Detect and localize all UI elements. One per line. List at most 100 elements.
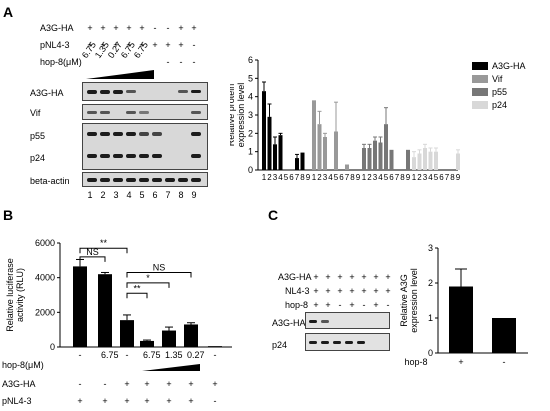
x-tick-label: 1 [262,173,267,182]
b-hop8-value: - [125,350,129,360]
significance-bracket [126,292,148,299]
b-hop8-value: - [78,350,82,360]
a3g-sign: + [87,23,93,33]
significance-label: NS [86,247,99,257]
bar [184,324,198,347]
x-tick-label: - [503,357,506,367]
bar [412,157,416,170]
c-a3g-sign: + [325,272,331,282]
x-tick-label: 6 [389,173,394,182]
x-tick-label: 1 [312,173,317,182]
bar [384,124,388,170]
lane-number: 2 [100,190,106,200]
row-label-hop8: hop-8(μM) [40,57,82,67]
bar [449,286,473,353]
pnl-sign: + [100,40,106,50]
x-tick-label: 4 [378,173,383,182]
legend-label: Vif [492,74,503,84]
pnl-sign: + [139,40,145,50]
y-tick-label: 5 [248,73,253,83]
y-tick-label: 2000 [35,307,55,317]
bar [423,148,427,170]
c-a3g-sign: + [337,272,343,282]
y-tick-label: 6000 [35,238,55,248]
blot-label-beta-actin: beta-actin [30,176,70,186]
b-pnl-sign: + [102,396,108,406]
x-tick-label: 2 [267,173,272,182]
bar [378,142,383,170]
c-row-label-a3g: A3G-HA [278,272,312,282]
blot-strip-a3g [82,82,208,101]
y-tick-label: 3 [428,243,433,253]
b-pnl-sign: + [144,396,150,406]
x-tick-label: 7 [295,173,300,182]
lane-number: 4 [126,190,132,200]
x-tick-label: 4 [428,173,433,182]
b-a3g-sign: - [103,379,107,389]
x-tick-label: 5 [434,173,439,182]
x-tick-label: + [458,357,463,367]
b-pnl-sign: + [77,396,83,406]
y-tick-label: 0 [248,165,253,175]
panel-letter-a: A [3,4,14,20]
x-tick-label: 8 [400,173,405,182]
c-blot-strip-a3g [305,312,390,329]
b-a3g-sign: + [212,379,218,389]
b-pnl-sign: + [124,396,130,406]
y-tick-label: 3 [248,110,253,120]
b-a3g-sign: + [188,379,194,389]
legend-label: A3G-HA [492,61,526,71]
bar [345,164,349,170]
x-tick-label: 5 [284,173,289,182]
blot-label-p24: p24 [30,153,46,163]
y-tick-label: 2 [248,128,253,138]
chart-b-luciferase: 0 2000 4000 6000 Relative luciferaseactivity… [5,238,232,352]
dose-minus: - [166,57,170,67]
bar [278,135,283,170]
b-pnl-sign: - [213,396,217,406]
x-tick-label: 4 [328,173,333,182]
b-hop8-value: - [213,350,217,360]
c-hop8-sign: - [386,300,390,310]
x-tick-label: 7 [445,173,450,182]
x-tick-label: 1 [362,173,367,182]
a3g-sign: + [126,23,132,33]
bar [208,346,222,348]
legend-label: p55 [492,87,507,97]
pnl-sign: + [113,40,119,50]
significance-label: ** [133,283,141,293]
y-tick-label: 4000 [35,273,55,283]
x-tick-label: 7 [395,173,400,182]
x-tick-label: 5 [334,173,339,182]
c-row-label-hop8: hop-8 [285,300,309,310]
c-hop8-sign: - [362,300,366,310]
x-tick-label: 6 [339,173,344,182]
legend-swatch [472,75,488,83]
c-nl43-sign: + [337,286,343,296]
chart-c-a3g-expression: 0 1 2 3 Relative A3Gexpression level + - hop-8 [400,243,528,367]
a3g-sign: - [166,23,170,33]
c-blot-strip-p24 [305,333,390,351]
c-nl43-sign: + [373,286,379,296]
c-a3g-sign: + [313,272,319,282]
bar [334,131,338,170]
x-tick-label: 6 [289,173,294,182]
x-tick-label: 8 [350,173,355,182]
bar [428,151,433,170]
b-a3g-sign: + [124,379,130,389]
b-a3g-sign: - [78,379,82,389]
c-nl43-sign: + [349,286,355,296]
c-nl43-sign: + [313,286,319,296]
b-a3g-sign: + [144,379,150,389]
b-pnl-sign: + [166,396,172,406]
a3g-sign: + [191,23,197,33]
lane-number: 1 [87,190,93,200]
bar [120,320,134,347]
bar [98,274,112,347]
a3g-sign: + [100,23,106,33]
c-a3g-sign: + [361,272,367,282]
bar [273,144,277,170]
c-nl43-sign: + [361,286,367,296]
c-hop8-sign: + [349,300,355,310]
panel-letter-b: B [3,207,14,223]
